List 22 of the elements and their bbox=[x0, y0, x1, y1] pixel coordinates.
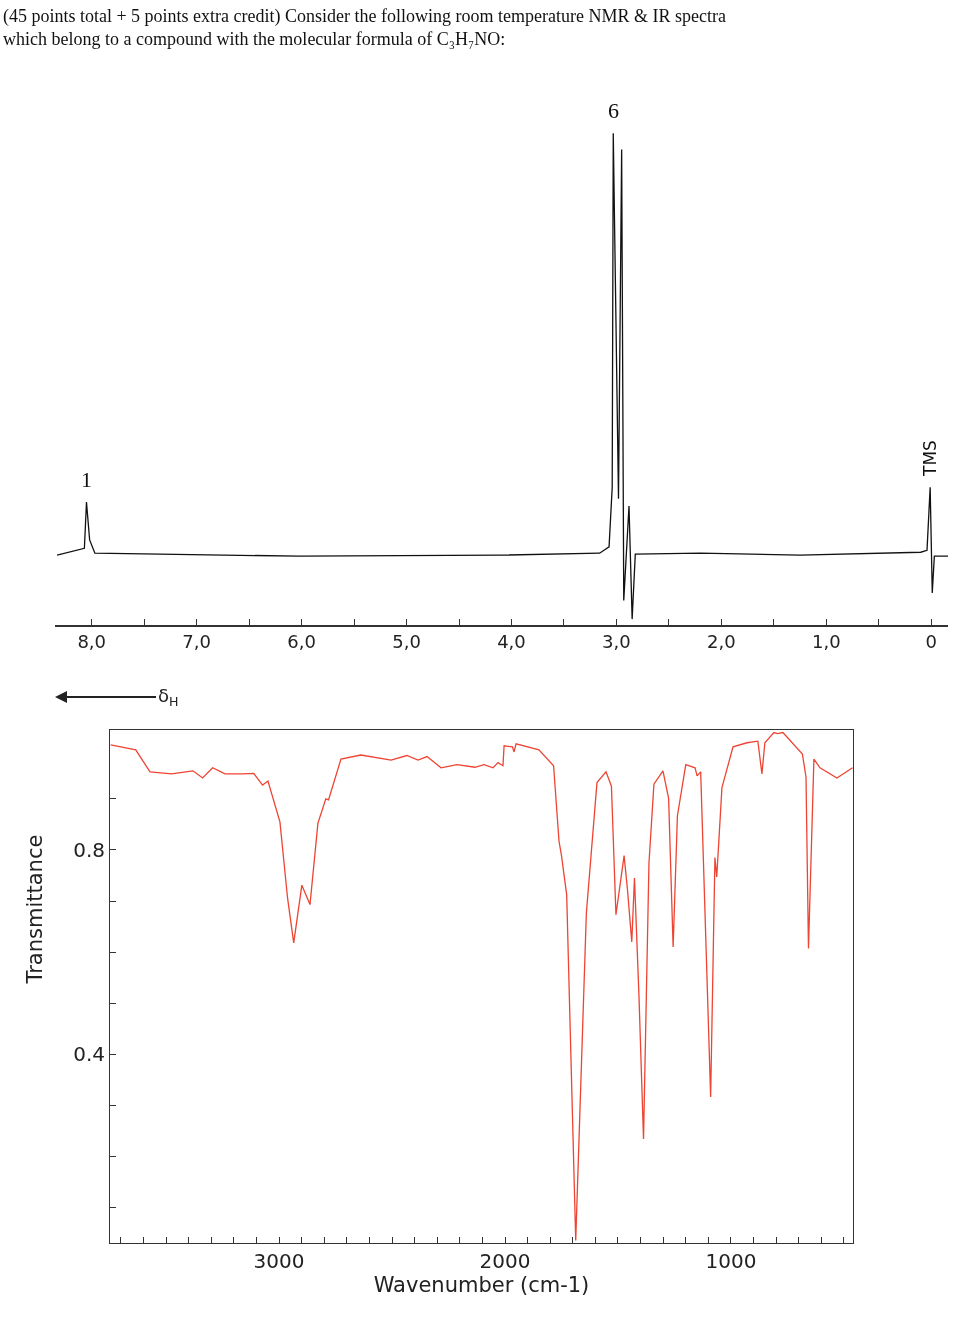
x-tick-label: 4,0 bbox=[497, 631, 526, 653]
y-tick-label: 0.4 bbox=[73, 1042, 105, 1067]
x-axis-title: δ$_{H}$ bbox=[158, 685, 179, 709]
annotation: 6 bbox=[608, 98, 619, 123]
annotation: 1 bbox=[81, 467, 92, 492]
x-tick-label: 2,0 bbox=[707, 631, 736, 653]
x-tick-label: 2000 bbox=[479, 1249, 531, 1273]
y-tick-label: 0.8 bbox=[73, 837, 105, 862]
x-tick-label: 5,0 bbox=[392, 631, 421, 653]
x-tick-label: 3000 bbox=[253, 1249, 305, 1273]
chart-title: (45 points total + 5 points extra credit) Consider the following room temperature NMR & IR spectra which belong to a compound with the molecular formula of C₃H₇NO: bbox=[2, 5, 726, 49]
annotation: TMS bbox=[920, 440, 941, 477]
x-tick-label: 8,0 bbox=[77, 631, 107, 653]
x-tick-label: 1000 bbox=[705, 1249, 757, 1273]
x-tick-label: 3,0 bbox=[602, 631, 631, 653]
line-series bbox=[110, 731, 853, 1242]
x-tick-label: 7,0 bbox=[182, 631, 211, 653]
y-axis-title: Transmittance bbox=[22, 834, 47, 985]
x-tick-label: 6,0 bbox=[287, 631, 316, 653]
x-tick-label: 1,0 bbox=[811, 631, 841, 653]
x-axis-title: Wavenumber (cm-1) bbox=[373, 1273, 590, 1297]
x-tick-label: 0 bbox=[925, 631, 937, 653]
